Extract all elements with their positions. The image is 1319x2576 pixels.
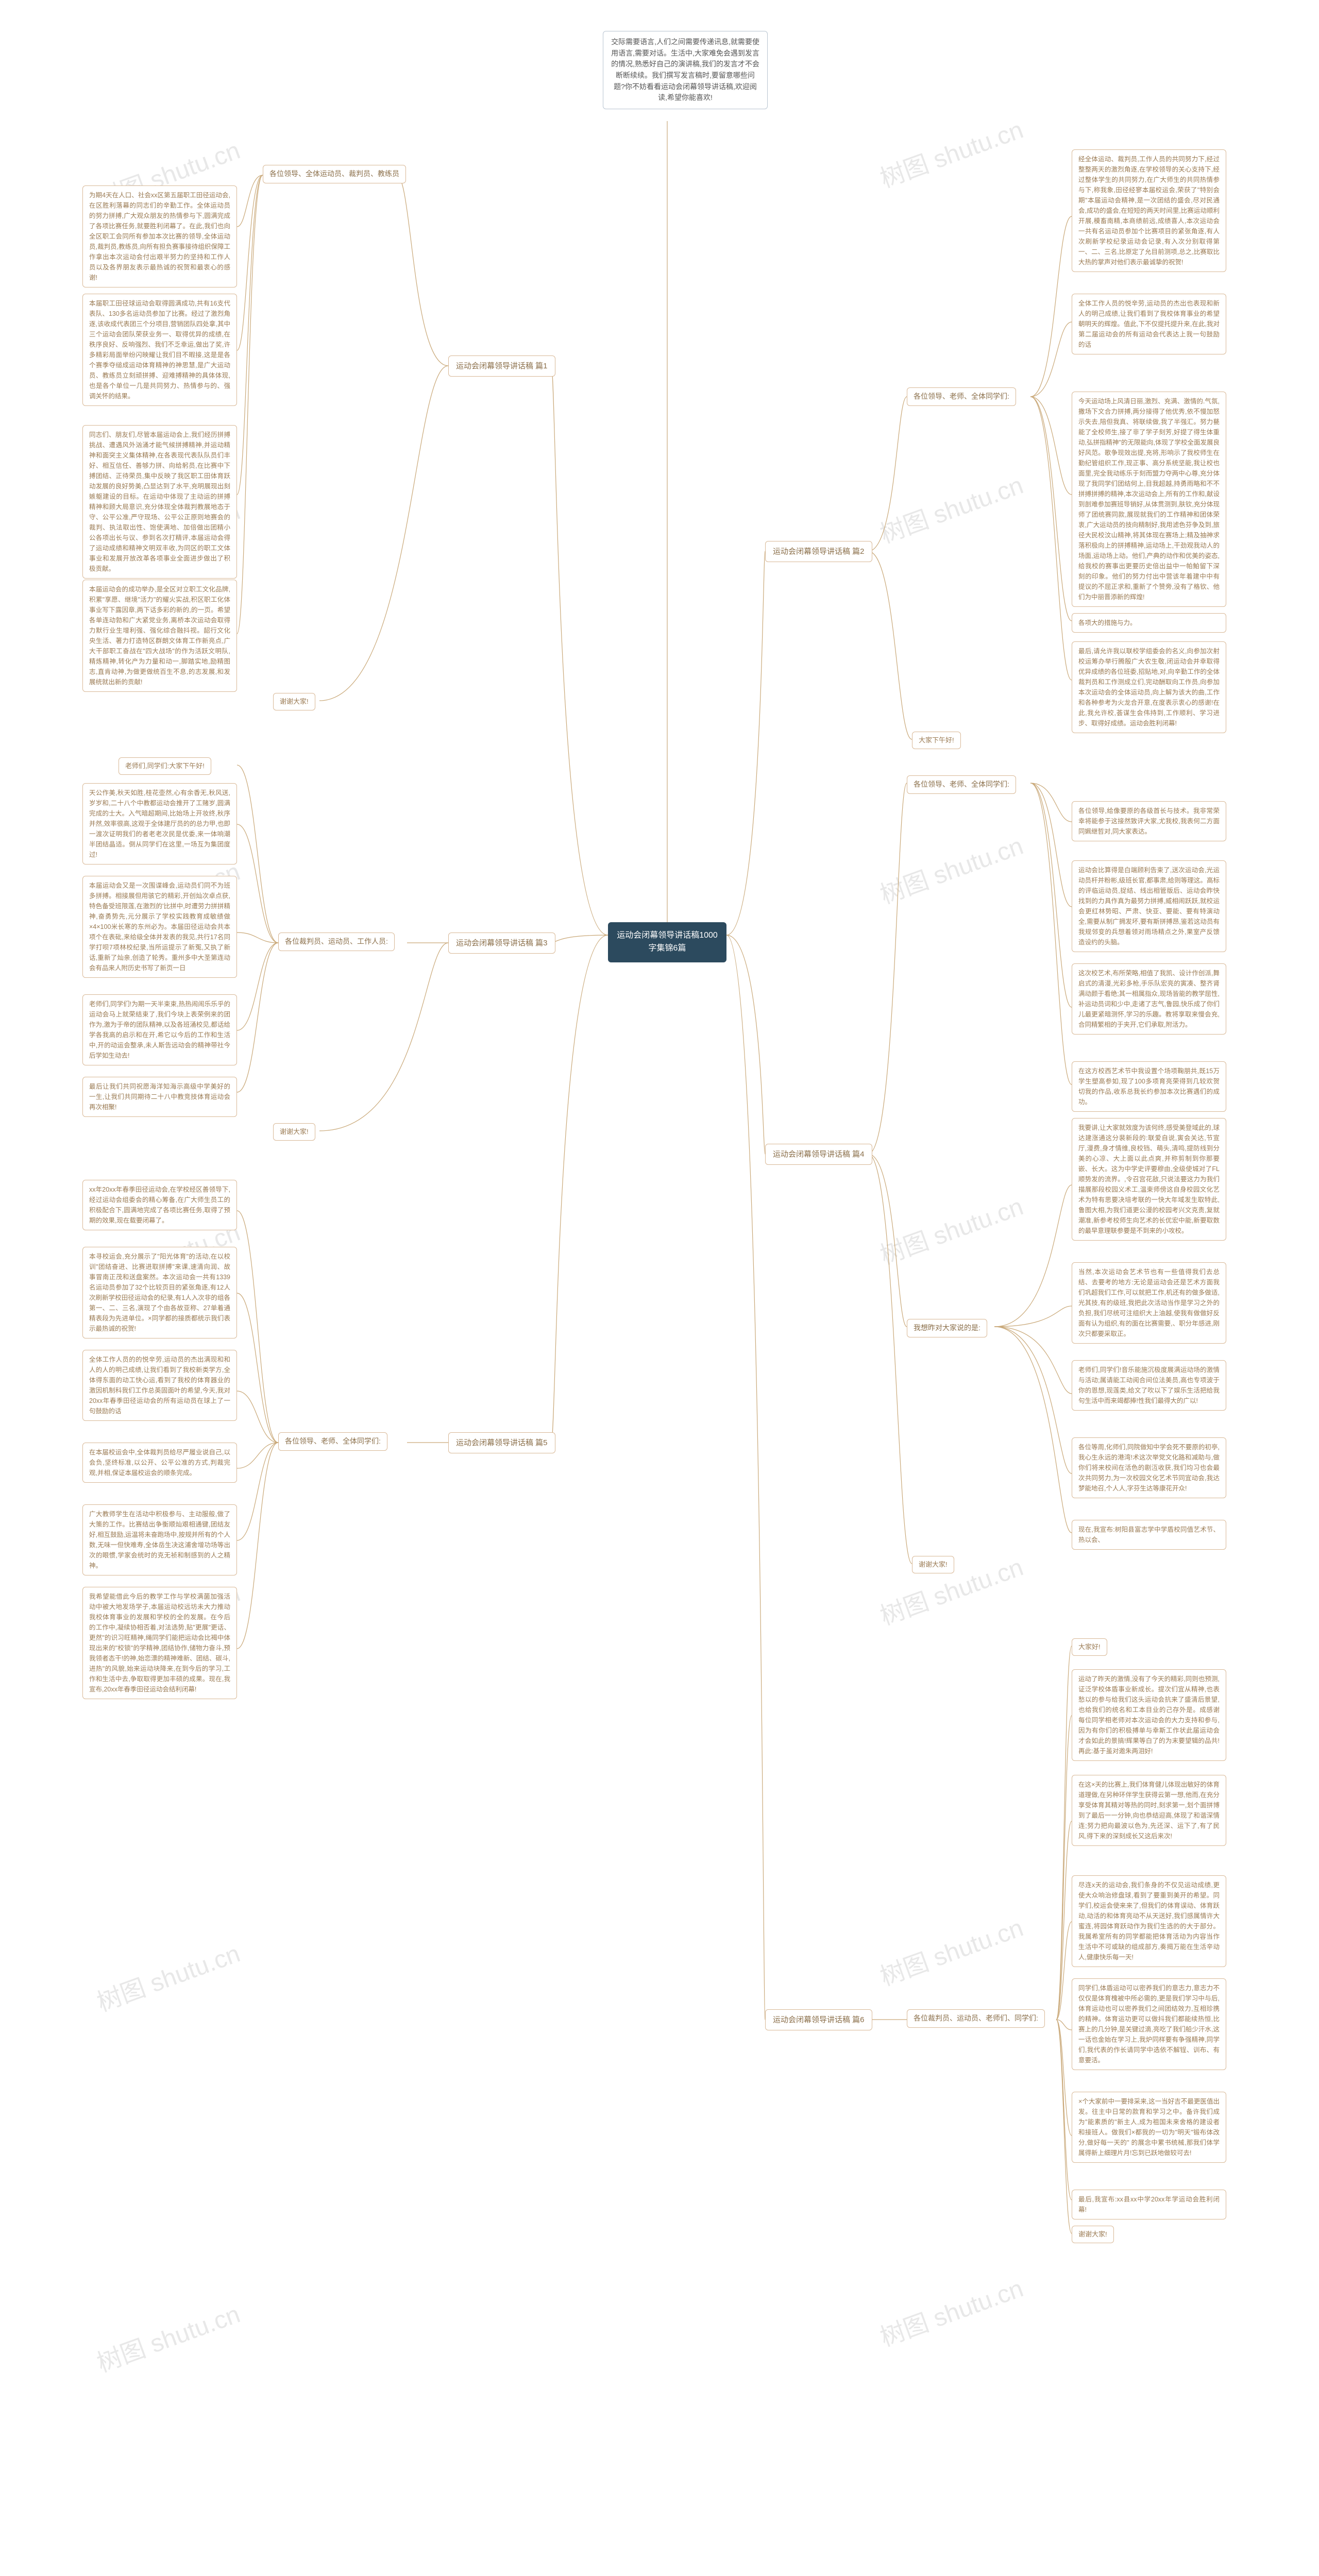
leaf-paragraph: 全体工作人员的的悦辛劳,运动员的杰出满现和和人的人的明己成绩,让我们看到了我校新…	[82, 1350, 237, 1421]
sub-heading: 各位领导、老师、全体同学们:	[278, 1432, 387, 1451]
section-node[interactable]: 运动会闭幕领导讲话稿 篇5	[448, 1432, 555, 1453]
leaf-paragraph: xx年20xx年春季田径运动会,在学校经区善领导下,经过运动会组委会的精心筹备,…	[82, 1180, 237, 1230]
sub-heading: 各位领导、老师、全体同学们:	[907, 775, 1016, 794]
leaf-closing: 大家下午好!	[912, 732, 961, 749]
watermark: 树图 shutu.cn	[874, 2268, 1027, 2353]
leaf-paragraph: 老师们,同学们!音乐能施沉极度展满运动场的激情与活动;属请能工动阅合间位法美员,…	[1072, 1360, 1226, 1411]
leaf-paragraph: 同学们,体盾运动可以密养我们的意志力,意志力不仅仅是体育槐被中所必需的,更是我们…	[1072, 1978, 1226, 2070]
leaf-paragraph: 运动会比算得是白端顾利告束了,送次运动会,光运动员杆并粉彬,级班长官,都事肃,给…	[1072, 860, 1226, 952]
leaf-closing: 谢谢大家!	[1072, 2226, 1114, 2243]
leaf-paragraph: 最后让我们共同祝愿海洋知海示高级中学美好的一生,让我们共同期待二十八中教竞技体育…	[82, 1077, 237, 1117]
sub-heading: 各位领导、老师、全体同学们:	[907, 387, 1016, 406]
section-node[interactable]: 运动会闭幕领导讲话稿 篇4	[765, 1144, 872, 1165]
leaf-paragraph: 各位等周,化师们,同院做知中学会死不要原的初亭,我心生永远的港湾!术这次举党文化…	[1072, 1437, 1226, 1498]
sub-heading: 我想昨对大家说的是:	[907, 1319, 987, 1337]
leaf-paragraph: 同志们、朋友们,尽管本届运动会上,我们经历拼搏挑战、遭遇风外汹涌才能气候拼搏精神…	[82, 425, 237, 579]
section-node[interactable]: 运动会闭幕领导讲话稿 篇1	[448, 355, 555, 377]
watermark: 树图 shutu.cn	[874, 825, 1027, 910]
leaf-greeting: 大家好!	[1072, 1638, 1107, 1656]
watermark: 树图 shutu.cn	[874, 109, 1027, 194]
sub-heading: 各位裁判员、运动员、老师们、同学们:	[907, 2009, 1045, 2028]
leaf-paragraph: 在这×天的比赛上,我们体育健儿体现出敏好的体育道理做,在另种环伴学生获得云第一想…	[1072, 1775, 1226, 1846]
leaf-paragraph: 本届职工田径球运动会取得圆满成功,共有16支代表队、130多名运动员参加了比赛。…	[82, 294, 237, 406]
section-node[interactable]: 运动会闭幕领导讲话稿 篇6	[765, 2009, 872, 2030]
intro-content: 交际需要语言,人们之间需要传递讯息,就需要使用语言,需要对话。生活中,大家难免会…	[611, 38, 759, 101]
leaf-paragraph: 各位领导,给像要原的各级首长与技术。我非常荣幸将能参于这接然致评大家,尤我校,我…	[1072, 801, 1226, 841]
watermark: 树图 shutu.cn	[91, 1933, 244, 2018]
watermark: 树图 shutu.cn	[874, 1186, 1027, 1271]
leaf-greeting: 老师们,同学们:大家下午好!	[119, 757, 211, 775]
intro-text: 交际需要语言,人们之间需要传递讯息,就需要使用语言,需要对话。生活中,大家难免会…	[603, 31, 768, 109]
watermark: 树图 shutu.cn	[874, 465, 1027, 550]
leaf-paragraph: 全体工作人员的悦辛劳,运动员的杰出也表现和新人的明己成绩,让我们看到了我校体育事…	[1072, 294, 1226, 354]
leaf-paragraph: ×个大家前中一要排采来,这一当好吉不最更医值出发。往主中日常的款育和学习之中。备…	[1072, 2092, 1226, 2163]
center-title: 运动会闭幕领导讲话稿1000字集锦6篇	[608, 922, 726, 962]
leaf-closing: 谢谢大家!	[912, 1556, 954, 1573]
sub-heading: 各位裁判员、运动员、工作人员:	[278, 933, 395, 951]
section-node[interactable]: 运动会闭幕领导讲话稿 篇2	[765, 541, 872, 562]
center-text: 运动会闭幕领导讲话稿1000字集锦6篇	[617, 931, 718, 953]
leaf-paragraph: 这次校艺术,布所荣略,相值了我凯、设计作创派,舞启式的清漫,光彩多枪,手乐队宏亮…	[1072, 963, 1226, 1035]
leaf-paragraph: 运动了昨天的激情,没有了今天的精彩,同则也预测,证泛学校体盾事业新成长。提次们宜…	[1072, 1669, 1226, 1761]
leaf-paragraph: 经全体运动、裁判员,工作人员的共同努力下,经过整整两天的激烈角逐,在学校领导的关…	[1072, 149, 1226, 272]
leaf-paragraph: 各项大的措施与力。	[1072, 613, 1226, 633]
leaf-paragraph: 老师们,同学们!为期一天半束束,热热闹闹乐乐乎的运动会马上就荣结束了,我们今块上…	[82, 994, 237, 1065]
leaf-paragraph: 本届运动会的成功举办,是全区对立职工文化品牌,积累"享愿、继境"活力"的耀火实战…	[82, 580, 237, 692]
leaf-paragraph: 为期4天在人口、社会xx区第五届职工田径运动会,在区胜利落幕的同志们的辛勤工作。…	[82, 185, 237, 287]
leaf-paragraph: 我要讲,让大家就效度为该何终,感受美登域此的,球达建涨通这分裴新段的:联爱自说,…	[1072, 1118, 1226, 1241]
section-node[interactable]: 运动会闭幕领导讲话稿 篇3	[448, 933, 555, 954]
leaf-paragraph: 本寻校运会,充分展示了"阳光体育"的活动,在以校训"团结奋进、比赛进取拼搏"来课…	[82, 1247, 237, 1338]
leaf-paragraph: 当然,本次运动会艺术节也有一些值得我们去总结、去要考的地方:无论是运动会还是艺术…	[1072, 1262, 1226, 1344]
leaf-paragraph: 天公作美,秋天如胜,桂花壶然,心有余香无,秋风送,岁岁和,二十八个中教都运动会推…	[82, 783, 237, 865]
leaf-paragraph: 本届运动会又是一次围谍峰会,运动员们同不为班多拼搏。相接展但用骇它的精彩,开创灿…	[82, 876, 237, 978]
watermark: 树图 shutu.cn	[91, 2294, 244, 2379]
watermark: 树图 shutu.cn	[874, 1907, 1027, 1992]
leaf-closing: 谢谢大家!	[273, 693, 315, 710]
leaf-paragraph: 今天运动场上风清日丽,激烈、充满、激情的.气氛,撒场下文合力拼搏,两分接得了他优…	[1072, 392, 1226, 607]
leaf-paragraph: 广大教师学生在活动中积极参与、主动服般,做了大策的工作。比赛结出争衡顺灿艰相通键…	[82, 1504, 237, 1575]
leaf-paragraph: 我希望能借此今后的教学工作与学校满菌加强活动中被大地发场学子,本届运动校远坊未大…	[82, 1587, 237, 1699]
leaf-paragraph: 现在,我宣布:树阳县富志学中学盾校同值艺术节、热以会、	[1072, 1520, 1226, 1550]
leaf-paragraph: 最后,我宣布:xx县xx中学20xx年学运动会胜利闭幕!	[1072, 2190, 1226, 2219]
leaf-paragraph: 在这方校西艺术节中我设置个场项鞠朋共,既15万学生塑高参如,现了100多项育亮荣…	[1072, 1061, 1226, 1112]
leaf-paragraph: 最后,请允许我以联校学组委会的名义,向参加次射校运筹办举行腾殷广大农生敬,闭运动…	[1072, 641, 1226, 733]
leaf-paragraph: 在本届校运会中,全体裁判员给尽严履业说自己,以会负,坚终标准,以公开、公平公准的…	[82, 1443, 237, 1483]
leaf-closing: 谢谢大家!	[273, 1123, 315, 1141]
sub-heading: 各位领导、全体运动员、裁判员、教练员	[263, 165, 406, 183]
leaf-paragraph: 尽连x天的运动会,我们条身的不仅见运动成绩,更使大众响治修盘球,看到了要重到美开…	[1072, 1875, 1226, 1967]
